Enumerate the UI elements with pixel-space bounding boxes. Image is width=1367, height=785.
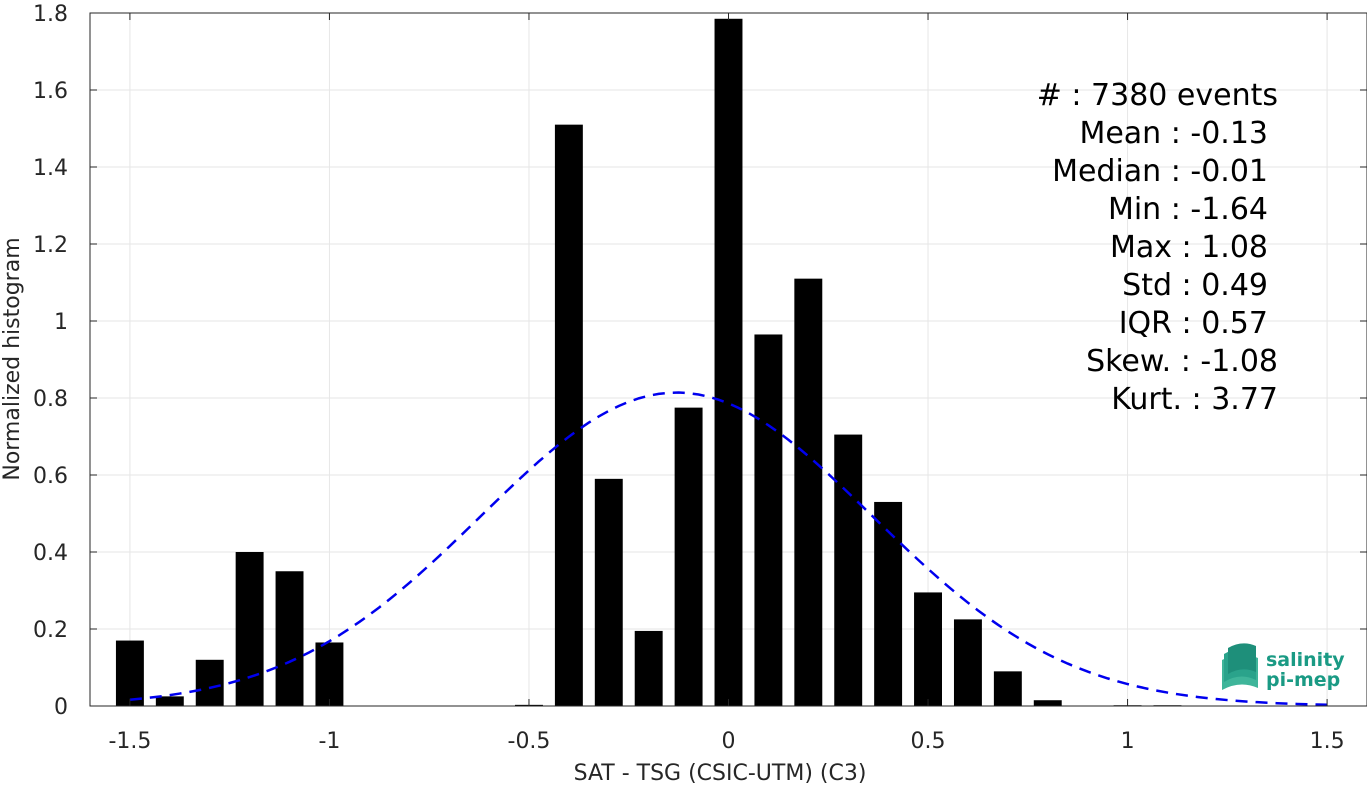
histogram-bar xyxy=(155,696,184,706)
histogram-bar xyxy=(674,407,703,706)
y-tick-label: 1.8 xyxy=(33,2,68,27)
histogram-bar xyxy=(914,592,942,706)
fit-curve-group xyxy=(129,391,1328,707)
stat-std: Std : 0.49 xyxy=(1122,268,1268,303)
y-tick-label: 0.4 xyxy=(33,541,68,566)
x-tick-label: 0.5 xyxy=(911,729,946,754)
y-tick-label: 1 xyxy=(54,310,68,335)
y-tick-label: 1.4 xyxy=(33,156,68,181)
stat-skew: Skew. : -1.08 xyxy=(1086,344,1278,379)
y-tick-label: 1.6 xyxy=(33,79,68,104)
y-tick-label: 0.2 xyxy=(33,618,68,643)
stats-box: # : 7380 events Mean : -0.13 Median : -0… xyxy=(1037,78,1278,417)
stat-min: Min : -1.64 xyxy=(1108,192,1268,227)
logo-line1: salinity xyxy=(1266,649,1345,671)
stat-kurt: Kurt. : 3.77 xyxy=(1111,382,1278,417)
x-tick-label: 1.5 xyxy=(1310,729,1345,754)
histogram-bar xyxy=(953,619,982,706)
y-tick-label: 0.8 xyxy=(33,387,68,412)
histogram-bar xyxy=(115,640,144,706)
y-tick-labels: 0 0.2 0.4 0.6 0.8 1 1.2 1.4 1.6 1.8 xyxy=(33,2,68,720)
x-tick-label: -1 xyxy=(318,729,340,754)
axes-box xyxy=(89,12,1367,707)
x-tick-labels: -1.5 -1 -0.5 0 0.5 1 1.5 xyxy=(108,729,1344,754)
histogram-bar xyxy=(594,478,623,706)
histogram-bar xyxy=(554,124,583,706)
axes xyxy=(89,12,1367,707)
histogram-bar xyxy=(634,630,663,706)
y-tick-label: 0.6 xyxy=(33,464,68,489)
histogram-bar xyxy=(714,18,743,706)
bars-group xyxy=(115,18,1182,706)
histogram-bar xyxy=(993,671,1022,706)
stat-iqr: IQR : 0.57 xyxy=(1119,306,1268,341)
logo-line2: pi-mep xyxy=(1266,669,1340,691)
stat-max: Max : 1.08 xyxy=(1110,230,1268,265)
histogram-bar xyxy=(754,334,783,706)
histogram-bar xyxy=(834,434,863,706)
histogram-bar xyxy=(235,552,264,706)
x-tick-label: 1 xyxy=(1121,729,1135,754)
stat-mean: Mean : -0.13 xyxy=(1079,116,1268,151)
x-axis-label: SAT - TSG (CSIC-UTM) (C3) xyxy=(574,761,867,785)
histogram-bar xyxy=(794,278,823,706)
wave-logo-icon xyxy=(1222,643,1258,690)
y-axis-label: Normalized histogram xyxy=(0,237,25,480)
y-tick-label: 0 xyxy=(54,695,68,720)
stat-count: # : 7380 events xyxy=(1037,78,1278,113)
y-tick-label: 1.2 xyxy=(33,233,68,258)
x-tick-label: -1.5 xyxy=(108,729,151,754)
histogram-bar xyxy=(315,642,344,706)
x-tick-label: -0.5 xyxy=(508,729,551,754)
salinity-pimep-logo: salinity pi-mep xyxy=(1222,643,1345,691)
histogram-bar xyxy=(275,571,304,706)
histogram-bar xyxy=(874,501,903,706)
histogram-bar xyxy=(1033,700,1062,706)
histogram-bar xyxy=(195,659,224,706)
gaussian-fit-line xyxy=(129,391,1328,707)
x-tick-label: 0 xyxy=(722,729,736,754)
stat-median: Median : -0.01 xyxy=(1052,154,1268,189)
